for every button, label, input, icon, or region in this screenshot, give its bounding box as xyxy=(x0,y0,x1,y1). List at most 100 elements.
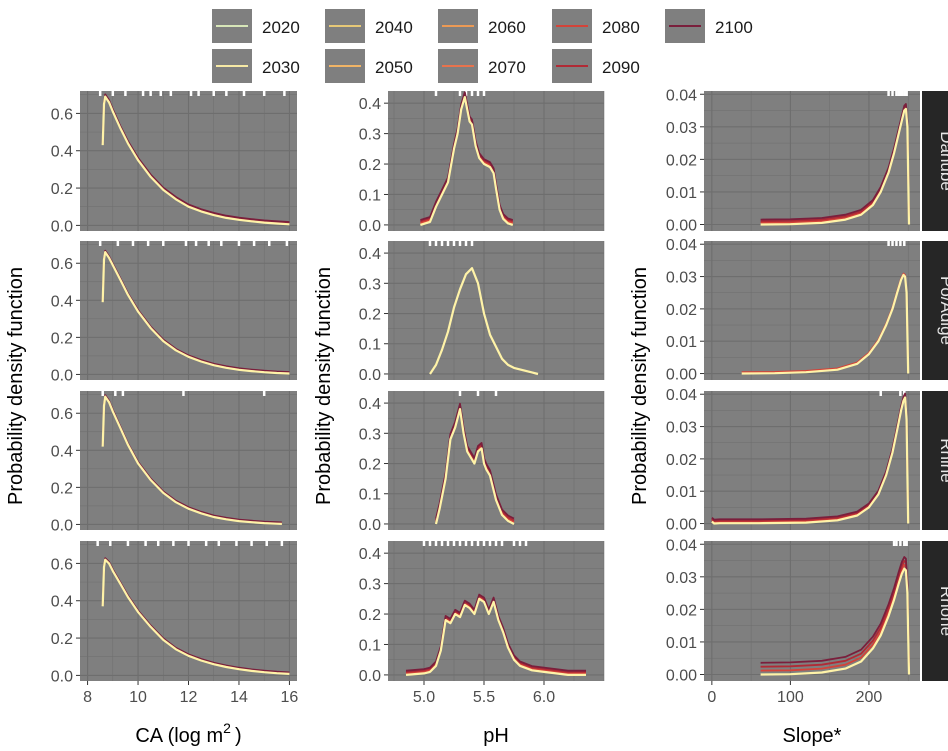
x-tick-label: 5.0 xyxy=(413,689,435,706)
panel-rhne-col2: 0.00 0.01 0.02 0.03 0.04 0 100 200 Rhône xyxy=(666,537,948,706)
x-axis-title-superscript: 2 xyxy=(223,720,231,736)
density-curve-2020-2060 xyxy=(434,408,515,525)
y-tick-label: 0.02 xyxy=(666,152,697,169)
y-tick-label: 0.2 xyxy=(359,157,381,174)
panel-danube-col0: 0.0 0.2 0.4 0.6 xyxy=(51,91,297,235)
panel-poadige-col1: 0.0 0.1 0.2 0.3 0.4 xyxy=(359,241,605,384)
y-tick-label: 0.04 xyxy=(666,237,697,254)
y-tick-label: 0.2 xyxy=(359,457,381,474)
y-tick-label: 0.04 xyxy=(666,387,697,404)
y-tick-label: 0.6 xyxy=(51,256,73,273)
column-0: 0.00.20.40.60.00.20.40.60.00.20.40.60.00… xyxy=(5,91,298,747)
y-tick-label: 0.0 xyxy=(51,517,73,534)
y-tick-label: 0.6 xyxy=(51,406,73,423)
y-tick-label: 0.03 xyxy=(666,420,697,437)
y-tick-label: 0.4 xyxy=(51,293,73,310)
x-axis-title-text: CA (log xyxy=(135,725,206,747)
density-curve-2020-2060 xyxy=(101,95,290,226)
x-tick-label: 16 xyxy=(281,689,299,706)
panel-background xyxy=(704,391,920,530)
x-tick-label: 10 xyxy=(129,689,147,706)
y-tick-label: 0.01 xyxy=(666,635,697,652)
y-tick-label: 0.02 xyxy=(666,602,697,619)
y-tick-label: 0.1 xyxy=(359,337,381,354)
y-tick-label: 0.02 xyxy=(666,302,697,319)
density-curve-2020-2060 xyxy=(420,96,514,226)
y-tick-label: 0.2 xyxy=(359,307,381,324)
density-curve-2020-2060 xyxy=(101,395,282,525)
y-tick-label: 0.2 xyxy=(51,330,73,347)
y-tick-label: 0.01 xyxy=(666,185,697,202)
y-tick-label: 0.3 xyxy=(359,426,381,443)
panel-background xyxy=(388,91,604,231)
panel-rhne-col1: 0.0 0.1 0.2 0.3 0.4 5.0 5.5 6.0 xyxy=(359,541,605,706)
density-curve-2020-2060 xyxy=(429,267,539,376)
x-axis-title: pH xyxy=(483,725,509,747)
x-axis-title-unit: m xyxy=(207,725,224,747)
y-tick-label: 0.00 xyxy=(666,517,697,534)
x-tick-label: 0 xyxy=(707,689,716,706)
x-tick-label: 6.0 xyxy=(533,689,555,706)
panel-rhine-col2: 0.00 0.01 0.02 0.03 0.04 Rhine xyxy=(666,387,948,534)
y-tick-label: 0.03 xyxy=(666,570,697,587)
y-tick-label: 0.00 xyxy=(666,667,697,684)
x-tick-label: 8 xyxy=(83,689,92,706)
panel-background xyxy=(388,391,604,530)
facet-strip xyxy=(922,241,948,380)
legend-item-2030: 2030 xyxy=(212,49,300,83)
legend-item-2060: 2060 xyxy=(438,9,526,43)
legend-item-2040: 2040 xyxy=(325,9,413,43)
y-tick-label: 0.2 xyxy=(359,607,381,624)
y-axis-title: Probability density function xyxy=(5,267,27,505)
facet-label: Rhine xyxy=(937,438,948,482)
y-tick-label: 0.4 xyxy=(359,396,381,413)
x-axis-title: Slope* xyxy=(783,725,842,747)
legend: 2020 2030 2040 2050 2060 2070 2080 2090 2100 xyxy=(212,9,753,83)
x-tick-label: 14 xyxy=(230,689,248,706)
panel-rhne-col0: 0.0 0.2 0.4 0.6 8 10 12 14 16 xyxy=(51,541,299,706)
y-tick-label: 0.2 xyxy=(51,480,73,497)
panel-danube-col1: 0.0 0.1 0.2 0.3 0.4 xyxy=(359,91,605,235)
facet-strip xyxy=(922,91,948,231)
panel-rhine-col1: 0.0 0.1 0.2 0.3 0.4 xyxy=(359,391,605,534)
x-tick-label: 100 xyxy=(777,689,804,706)
panel-background xyxy=(388,241,604,380)
facet-strip xyxy=(922,391,948,530)
y-tick-label: 0.4 xyxy=(51,594,73,611)
legend-label: 2060 xyxy=(488,18,526,37)
y-tick-label: 0.0 xyxy=(359,218,381,235)
y-tick-label: 0.0 xyxy=(51,668,73,685)
legend-item-2100: 2100 xyxy=(665,9,753,43)
y-tick-label: 0.03 xyxy=(666,270,697,287)
facet-label: Danube xyxy=(937,131,948,191)
y-tick-label: 0.00 xyxy=(666,367,697,384)
density-curve-2020-2060 xyxy=(101,558,290,675)
legend-item-2090: 2090 xyxy=(552,49,640,83)
legend-item-2070: 2070 xyxy=(438,49,526,83)
y-tick-label: 0.1 xyxy=(359,637,381,654)
y-tick-label: 0.0 xyxy=(51,218,73,235)
facet-label: Rhône xyxy=(937,586,948,636)
y-tick-label: 0.3 xyxy=(359,276,381,293)
x-tick-label: 5.5 xyxy=(473,689,495,706)
panel-poadige-col2: 0.00 0.01 0.02 0.03 0.04 Po/Adige xyxy=(666,237,948,384)
density-curve-2020-2060 xyxy=(760,107,911,226)
y-tick-label: 0.3 xyxy=(359,577,381,594)
y-tick-label: 0.4 xyxy=(51,144,73,161)
density-curve-2020-2060 xyxy=(760,567,911,676)
legend-label: 2080 xyxy=(602,18,640,37)
x-axis-title-close: ) xyxy=(235,725,242,747)
density-curve-2020-2060 xyxy=(101,251,290,375)
y-tick-label: 0.1 xyxy=(359,187,381,204)
y-tick-label: 0.04 xyxy=(666,87,697,104)
y-tick-label: 0.4 xyxy=(51,443,73,460)
panel-background xyxy=(704,541,920,681)
y-tick-label: 0.01 xyxy=(666,334,697,351)
column-1: 0.00.10.20.30.40.00.10.20.30.40.00.10.20… xyxy=(313,91,605,747)
y-tick-label: 0.3 xyxy=(359,127,381,144)
y-tick-label: 0.4 xyxy=(359,96,381,113)
column-2: 0.00 0.01 0.02 0.03 0.04 Danube 0.00 0.01 0.02 0.… xyxy=(629,87,948,747)
legend-label: 2050 xyxy=(375,58,413,77)
y-tick-label: 0.01 xyxy=(666,484,697,501)
